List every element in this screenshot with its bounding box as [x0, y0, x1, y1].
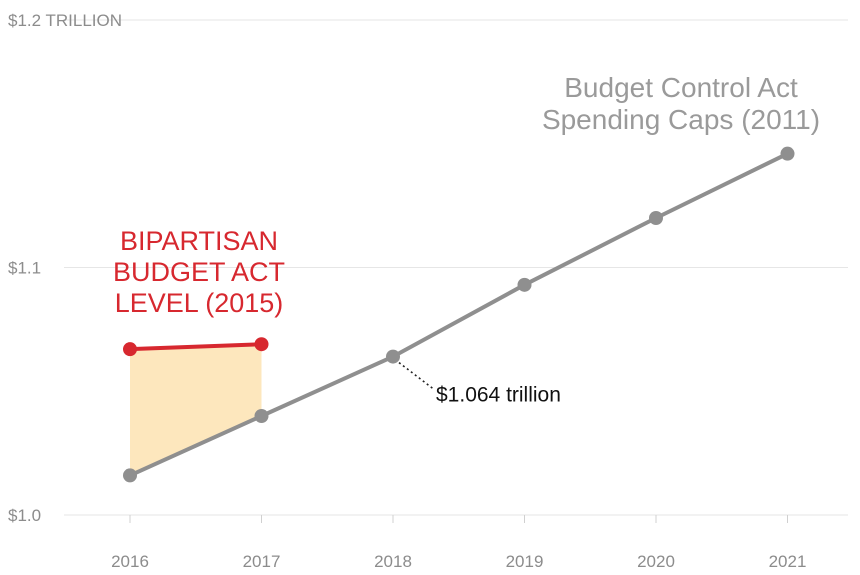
x-tick-label: 2018 [374, 552, 412, 571]
gridlines [64, 19, 848, 516]
bca-point [386, 349, 400, 364]
bba-point [254, 337, 269, 352]
x-tick-label: 2021 [769, 552, 807, 571]
x-axis-ticks: 2016 2017 2018 2019 2020 2021 [111, 515, 806, 571]
gap-area [130, 344, 262, 476]
x-tick-label: 2019 [506, 552, 544, 571]
bba-series-label-line: BIPARTISAN [120, 226, 278, 256]
x-tick-label: 2017 [243, 552, 281, 571]
annotations: $1.064 trillion [398, 361, 561, 407]
bba-point [123, 342, 137, 357]
bba-series-label-line: LEVEL (2015) [115, 288, 284, 318]
bba-series-label: BIPARTISAN BUDGET ACT LEVEL (2015) [113, 226, 285, 318]
y-axis-ticks: $1.0 $1.1 $1.2 TRILLION [8, 11, 122, 525]
bca-series-label-line: Budget Control Act [564, 72, 798, 103]
bba-line [129, 342, 262, 352]
y-tick-label: $1.0 [8, 506, 41, 525]
x-tick-label: 2020 [637, 552, 675, 571]
bca-point [780, 146, 795, 161]
bca-point [123, 468, 137, 483]
y-tick-label: $1.2 TRILLION [8, 11, 122, 30]
series-group [123, 146, 795, 483]
bca-series-label: Budget Control Act Spending Caps (2011) [542, 72, 820, 135]
bca-point [517, 277, 532, 292]
annotation-label: $1.064 trillion [436, 384, 561, 407]
y-tick-label: $1.1 [8, 259, 41, 278]
annotation-leader [398, 361, 434, 390]
series-labels: Budget Control Act Spending Caps (2011) BI… [113, 72, 820, 318]
bca-series-label-line: Spending Caps (2011) [542, 104, 820, 135]
bca-line [129, 151, 789, 478]
x-tick-label: 2016 [111, 552, 149, 571]
bba-series-label-line: BUDGET ACT [113, 257, 285, 287]
bca-point [254, 409, 269, 423]
gap-area-group [130, 344, 262, 476]
bca-point [649, 211, 663, 225]
